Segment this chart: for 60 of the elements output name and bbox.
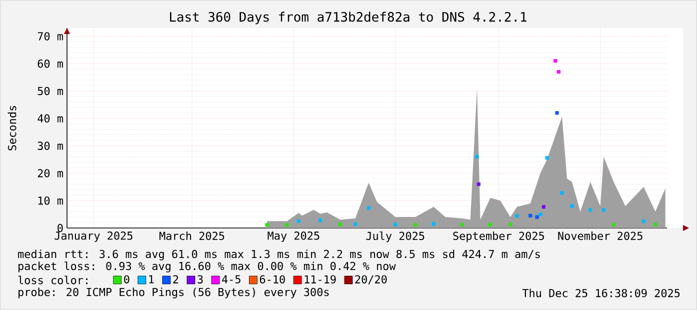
legend-label: 11-19 <box>304 275 336 284</box>
legend-label: 4-5 <box>222 275 240 284</box>
x-tick-label: January 2025 <box>54 232 132 242</box>
point <box>296 219 300 223</box>
point <box>560 191 564 195</box>
y-tick-label: 20 m <box>38 169 63 178</box>
point <box>545 156 549 160</box>
point <box>460 222 464 227</box>
text: Thu Dec 25 16:38:09 2025 <box>522 288 680 298</box>
point <box>555 111 559 115</box>
point <box>476 182 480 186</box>
point <box>556 70 560 74</box>
y-tick-label: 50 m <box>38 86 63 96</box>
point <box>570 204 574 208</box>
point <box>354 222 358 226</box>
text: probe: 20 ICMP Echo Pings (56 Bytes) every 300s <box>18 288 329 298</box>
x-tick-label: July 2025 <box>366 232 424 242</box>
point <box>535 215 539 219</box>
point <box>588 208 592 212</box>
point <box>554 59 558 63</box>
y-tick-label: 60 m <box>38 59 63 68</box>
point <box>642 219 646 223</box>
point <box>432 222 436 226</box>
point <box>488 222 492 227</box>
point <box>515 214 519 218</box>
point <box>538 212 542 216</box>
point <box>528 214 532 218</box>
point <box>602 208 606 212</box>
point <box>318 218 322 222</box>
point <box>366 206 370 210</box>
x-tick-label: September 2025 <box>453 232 544 242</box>
legend-label: 2 <box>173 275 178 284</box>
legend-title: loss color: <box>18 276 88 284</box>
y-tick-label: 70 m <box>38 32 63 40</box>
point <box>338 222 342 226</box>
legend-label: 0 <box>124 275 130 284</box>
y-tick-label: 30 m <box>38 142 63 150</box>
y-tick-label: 10 m <box>38 196 63 205</box>
x-tick-label: March 2025 <box>159 232 224 240</box>
point <box>394 222 398 226</box>
point <box>414 223 418 227</box>
point <box>285 223 289 227</box>
y-axis-title: Seconds <box>8 106 16 150</box>
legend-label: 20/20 <box>355 275 387 284</box>
legend-label: 3 <box>198 275 203 284</box>
point <box>612 222 616 227</box>
point <box>542 205 546 209</box>
chart-title: Last 360 Days from a713b2def82a to DNS 4.2.2.1 <box>170 12 526 24</box>
y-tick-label: 40 m <box>38 114 63 123</box>
point <box>508 222 512 226</box>
x-tick-label: November 2025 <box>558 232 642 240</box>
point <box>475 154 479 159</box>
y-tick-label: 0 <box>58 224 63 232</box>
legend-label: 1 <box>149 275 154 284</box>
legend-label: 6-10 <box>260 275 285 284</box>
point <box>654 222 658 226</box>
x-tick-label: May 2025 <box>268 232 320 242</box>
text: packet loss: 0.93 % avg 16.60 % max 0.00 % min 0.42 % now <box>18 262 396 272</box>
point <box>265 223 269 227</box>
text: median rtt: 3.6 ms avg 61.0 ms max 1.3 ms min 2.2 ms now 8.5 ms sd 424.7 m am/s <box>18 250 540 260</box>
